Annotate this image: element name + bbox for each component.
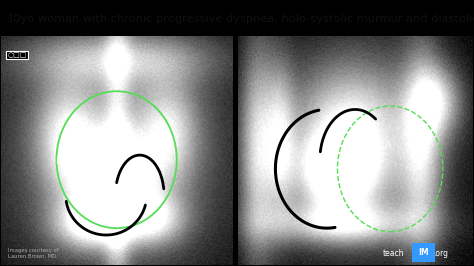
Text: teach: teach <box>383 249 405 258</box>
Text: LV: LV <box>151 182 161 192</box>
Text: .org: .org <box>433 249 448 258</box>
Text: (most anterior): (most anterior) <box>79 204 131 211</box>
Text: Images courtesy of
Lauren Brown, MD: Images courtesy of Lauren Brown, MD <box>8 248 58 259</box>
FancyBboxPatch shape <box>412 243 435 262</box>
Text: RV: RV <box>99 182 111 192</box>
Text: LA: LA <box>111 103 122 112</box>
Text: RV: RV <box>307 142 319 151</box>
Text: LA: LA <box>380 142 391 151</box>
Text: ("Double
Density Sign"): ("Double Density Sign") <box>91 121 143 135</box>
Text: LV: LV <box>343 173 353 182</box>
Text: RA: RA <box>55 157 67 167</box>
Text: ○□□: ○□□ <box>8 52 27 58</box>
Text: IM: IM <box>418 248 428 257</box>
Text: 30yo woman with chronic progressive dyspnea, holo-systolic murmur and diastolic : 30yo woman with chronic progressive dysp… <box>6 14 474 24</box>
